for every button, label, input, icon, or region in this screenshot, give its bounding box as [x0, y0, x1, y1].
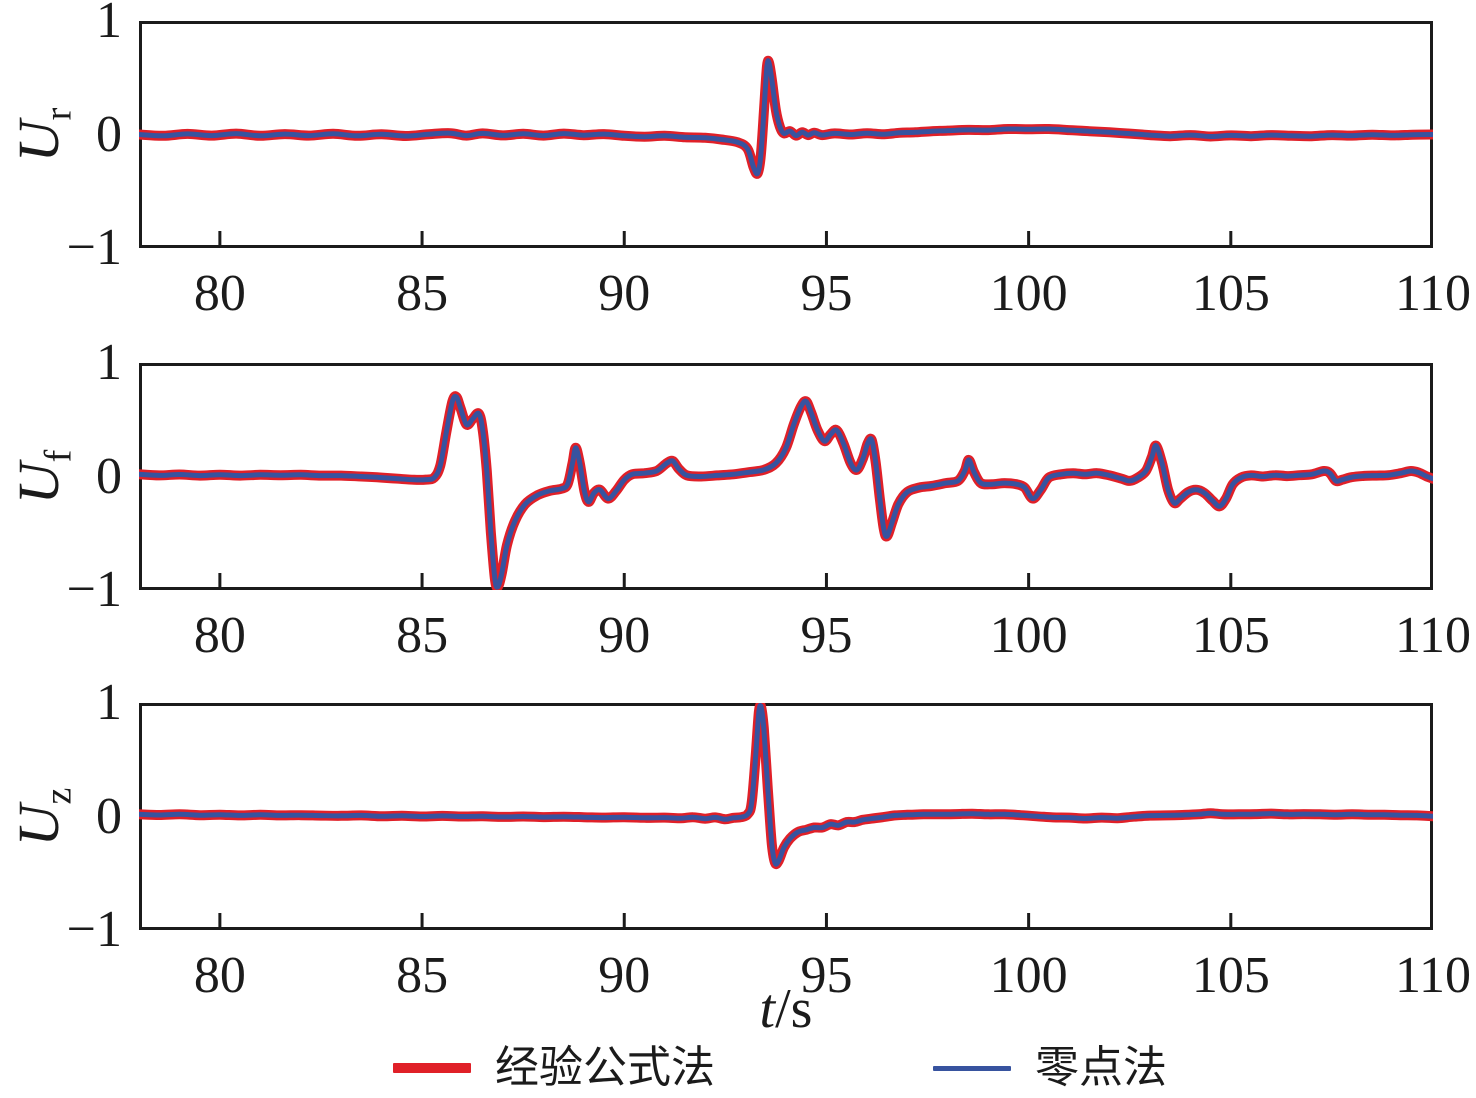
x-tick-label: 105 — [1191, 607, 1270, 664]
x-axis-title: t/s — [139, 978, 1433, 1040]
x-tick-label: 105 — [1191, 947, 1270, 1004]
legend-item-zero-point: 零点法 — [933, 1038, 1167, 1098]
x-tick-label: 80 — [193, 265, 246, 322]
x-tick-label: 100 — [989, 607, 1068, 664]
legend-item-empirical-formula: 经验公式法 — [393, 1038, 715, 1098]
x-tick-label: 80 — [193, 607, 246, 664]
y-tick-label: 1 — [96, 674, 122, 731]
x-tick-label: 90 — [598, 607, 651, 664]
x-tick-label: 85 — [396, 265, 449, 322]
y-tick-label: 1 — [96, 334, 122, 391]
y-tick-labels: 1 0 −1 — [0, 677, 122, 956]
x-tick-label: 85 — [396, 947, 449, 1004]
y-tick-labels: 1 0 −1 — [0, 0, 122, 274]
y-tick-label: −1 — [66, 901, 122, 958]
x-tick-label: 95 — [800, 607, 853, 664]
legend-label-empirical-formula: 经验公式法 — [495, 1043, 715, 1092]
x-tick-label: 110 — [1394, 947, 1472, 1004]
x-axis-variable: t — [759, 978, 776, 1040]
plot-area-uf — [139, 363, 1433, 590]
x-tick-label: 80 — [193, 947, 246, 1004]
legend-label-zero-point: 零点法 — [1035, 1043, 1167, 1092]
x-tick-label: 110 — [1394, 265, 1472, 322]
subplot-ur: Ur 1 0 −1 80 85 90 95 100 105 110 — [0, 0, 1476, 322]
x-tick-label: 90 — [598, 947, 651, 1004]
y-tick-label: 1 — [96, 0, 122, 49]
y-tick-labels: 1 0 −1 — [0, 337, 122, 616]
y-tick-label: 0 — [96, 105, 122, 163]
x-tick-label: 95 — [800, 947, 853, 1004]
plot-area-uz — [139, 703, 1433, 930]
subplot-uf: Uf 1 0 −1 80 85 90 95 100 105 110 — [0, 337, 1476, 665]
legend-line-empirical-formula — [393, 1063, 471, 1073]
x-tick-labels: 80 85 90 95 100 105 110 — [139, 606, 1471, 666]
x-tick-label: 100 — [989, 265, 1068, 322]
x-tick-label: 90 — [598, 265, 651, 322]
plot-area-ur — [139, 21, 1433, 248]
x-tick-label: 105 — [1191, 265, 1270, 322]
x-tick-label: 100 — [989, 947, 1068, 1004]
x-tick-label: 95 — [800, 265, 853, 322]
x-tick-label: 85 — [396, 607, 449, 664]
x-tick-labels: 80 85 90 95 100 105 110 — [139, 946, 1471, 1006]
subplot-uz: Uz 1 0 −1 80 85 90 95 100 105 110 — [0, 677, 1476, 1005]
x-axis-unit: /s — [775, 978, 813, 1040]
legend-line-zero-point — [933, 1065, 1011, 1071]
y-tick-label: −1 — [66, 219, 122, 276]
x-tick-labels: 80 85 90 95 100 105 110 — [139, 264, 1471, 324]
y-tick-label: 0 — [96, 447, 122, 505]
legend: 经验公式法 零点法 — [0, 1038, 1476, 1098]
y-tick-label: −1 — [66, 561, 122, 618]
x-tick-label: 110 — [1394, 607, 1472, 664]
y-tick-label: 0 — [96, 787, 122, 845]
